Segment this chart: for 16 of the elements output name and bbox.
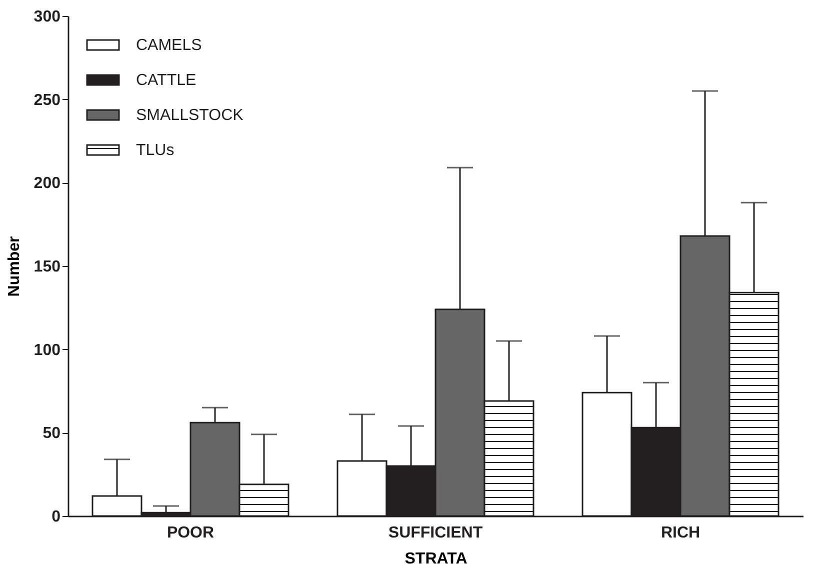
legend-label: CATTLE <box>136 72 196 89</box>
x-tick-label: RICH <box>660 524 700 542</box>
legend-label: CAMELS <box>136 37 202 54</box>
y-tick-label: 0 <box>52 508 61 526</box>
legend-label: TLUs <box>136 142 174 159</box>
y-axis-title: Number <box>6 236 23 297</box>
y-tick-label: 100 <box>34 342 61 359</box>
y-tick-label: 150 <box>34 258 61 276</box>
x-tick-label: POOR <box>166 524 214 542</box>
y-tick-label: 250 <box>34 92 61 109</box>
x-axis-title: STRATA <box>404 550 468 568</box>
legend-label: SMALLSTOCK <box>136 107 244 124</box>
y-tick-label: 200 <box>34 175 61 192</box>
x-tick-label: SUFFICIENT <box>388 524 483 542</box>
y-tick-label: 50 <box>42 425 61 442</box>
y-tick-label: 300 <box>34 8 61 26</box>
